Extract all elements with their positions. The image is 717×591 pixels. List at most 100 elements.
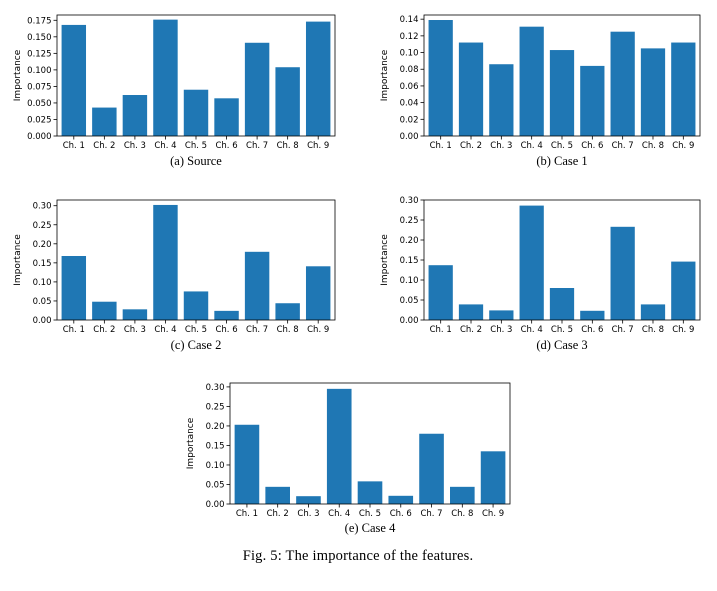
bar <box>214 98 239 136</box>
x-tick-label: Ch. 5 <box>185 325 207 335</box>
figure-caption: Fig. 5: The importance of the features. <box>243 548 474 564</box>
x-tick-label: Ch. 4 <box>154 141 176 151</box>
bar <box>489 310 514 320</box>
x-tick-label: Ch. 2 <box>93 325 115 335</box>
y-tick-label: 0.025 <box>27 115 51 125</box>
x-tick-label: Ch. 1 <box>236 509 258 519</box>
y-tick-label: 0.05 <box>33 297 52 307</box>
bar <box>244 251 270 320</box>
subfigure-caption: (a) Source <box>170 154 222 168</box>
x-tick-label: Ch. 6 <box>215 325 237 335</box>
bar <box>92 301 117 320</box>
bar <box>388 495 414 504</box>
y-tick-label: 0.20 <box>400 236 419 246</box>
bar <box>265 486 290 504</box>
bar <box>92 107 117 136</box>
y-tick-label: 0.08 <box>400 65 419 75</box>
y-tick-label: 0.15 <box>206 441 225 451</box>
y-tick-label: 0.30 <box>400 196 419 206</box>
x-tick-label: Ch. 2 <box>267 509 289 519</box>
chart-panel: Ch. 1 Ch. 2 Ch. 3 Ch. 4 Ch. 5 Ch. 6 Ch. 7 Ch. 8… <box>380 196 701 352</box>
y-tick-label: 0.00 <box>400 132 419 142</box>
x-tick-label: Ch. 8 <box>642 141 664 151</box>
y-tick-label: 0.25 <box>33 221 52 231</box>
y-tick-label: 0.00 <box>33 316 52 326</box>
bar <box>480 451 506 504</box>
y-tick-label: 0.10 <box>206 461 225 471</box>
x-tick-label: Ch. 8 <box>451 509 473 519</box>
x-tick-label: Ch. 5 <box>551 325 573 335</box>
y-tick-label: 0.20 <box>33 240 52 250</box>
y-tick-label: 0.150 <box>27 33 51 43</box>
plot-frame <box>423 14 701 137</box>
x-tick-label: Ch. 8 <box>277 141 299 151</box>
bar <box>640 304 666 320</box>
bar <box>183 89 209 136</box>
x-tick-label: Ch. 4 <box>154 325 176 335</box>
bar <box>296 496 321 504</box>
x-tick-label: Ch. 2 <box>460 325 482 335</box>
bar <box>458 304 484 320</box>
plot-frame <box>56 199 336 321</box>
subfigure-caption: (d) Case 3 <box>536 338 587 352</box>
y-tick-label: 0.10 <box>400 276 419 286</box>
y-tick-label: 0.15 <box>400 256 419 266</box>
bar <box>275 303 300 320</box>
chart-panels: Ch. 1 Ch. 2 Ch. 3 Ch. 4 Ch. 5 Ch. 6 Ch. 7 Ch. 8… <box>13 14 701 535</box>
y-tick-label: 0.00 <box>400 316 419 326</box>
y-tick-label: 0.15 <box>33 259 52 269</box>
y-tick-label: 0.000 <box>27 132 51 142</box>
y-tick-label: 0.10 <box>33 278 52 288</box>
bar <box>61 256 87 320</box>
x-tick-label: Ch. 4 <box>521 325 543 335</box>
x-tick-label: Ch. 4 <box>328 509 350 519</box>
bar <box>214 310 239 320</box>
y-tick-label: 0.06 <box>400 82 419 92</box>
chart-panel: Ch. 1 Ch. 2 Ch. 3 Ch. 4 Ch. 5 Ch. 6 Ch. 7 Ch. 8… <box>13 199 336 352</box>
subfigure-caption: (c) Case 2 <box>171 338 222 352</box>
x-tick-label: Ch. 8 <box>642 325 664 335</box>
bar <box>671 261 696 320</box>
bar <box>610 226 635 320</box>
x-tick-label: Ch. 9 <box>672 141 694 151</box>
subfigure-caption: (e) Case 4 <box>345 521 396 535</box>
y-tick-label: 0.02 <box>400 115 419 125</box>
x-tick-label: Ch. 9 <box>672 325 694 335</box>
bar <box>244 42 270 136</box>
bar <box>580 65 605 136</box>
bar <box>305 21 331 136</box>
y-tick-label: 0.20 <box>206 422 225 432</box>
plot-frame <box>423 199 701 321</box>
x-tick-label: Ch. 7 <box>420 509 442 519</box>
subfigure-caption: (b) Case 1 <box>536 154 587 168</box>
y-tick-label: 0.075 <box>27 82 51 92</box>
x-tick-label: Ch. 3 <box>490 325 512 335</box>
y-axis-label: Importance <box>186 417 196 469</box>
x-tick-label: Ch. 4 <box>521 141 543 151</box>
bar <box>640 48 666 136</box>
bar <box>610 31 635 136</box>
bar <box>428 265 453 320</box>
bar <box>357 481 383 504</box>
x-tick-label: Ch. 3 <box>124 325 146 335</box>
x-tick-label: Ch. 9 <box>307 325 329 335</box>
bar <box>122 309 148 320</box>
bar <box>234 424 260 504</box>
bar <box>61 24 87 137</box>
bar <box>153 19 178 137</box>
y-tick-label: 0.05 <box>400 296 419 306</box>
x-tick-label: Ch. 1 <box>63 141 85 151</box>
x-tick-label: Ch. 7 <box>612 141 634 151</box>
y-tick-label: 0.100 <box>27 66 51 76</box>
y-tick-label: 0.10 <box>400 49 419 59</box>
bar <box>549 50 575 136</box>
y-tick-label: 0.04 <box>400 99 419 109</box>
x-tick-label: Ch. 1 <box>63 325 85 335</box>
x-tick-label: Ch. 3 <box>124 141 146 151</box>
x-tick-label: Ch. 8 <box>277 325 299 335</box>
plot-frame <box>229 382 511 505</box>
x-tick-label: Ch. 9 <box>482 509 504 519</box>
x-tick-label: Ch. 6 <box>581 325 603 335</box>
plot-frame <box>56 14 336 137</box>
bar <box>580 310 605 320</box>
